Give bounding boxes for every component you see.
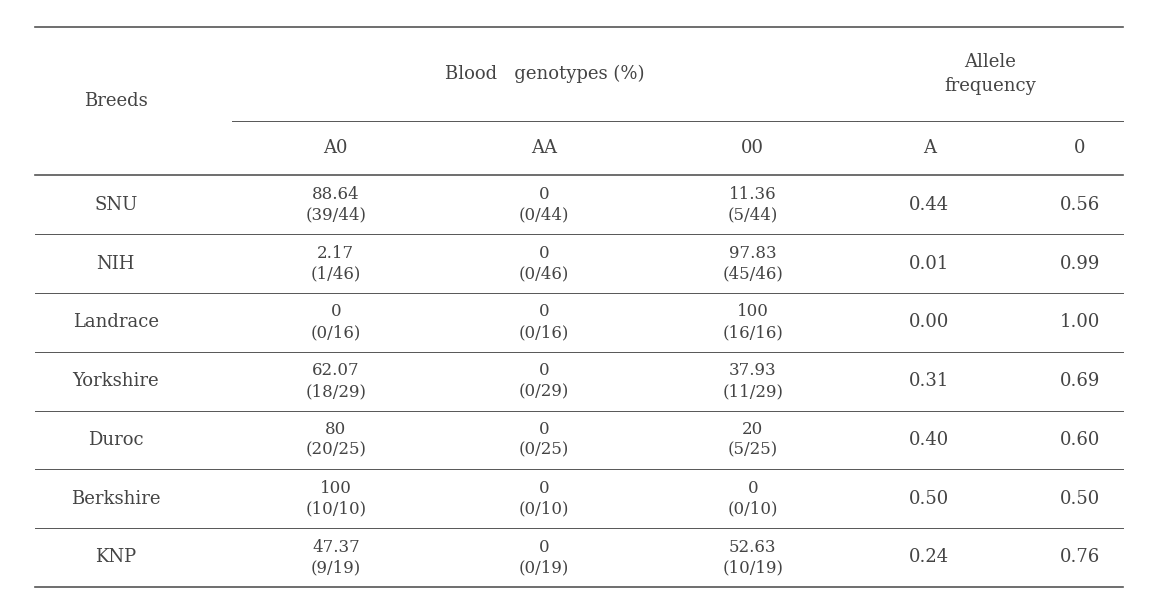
Text: 0
(0/19): 0 (0/19) <box>519 538 570 577</box>
Text: 0.69: 0.69 <box>1060 372 1100 390</box>
Text: Berkshire: Berkshire <box>71 489 161 508</box>
Text: 62.07
(18/29): 62.07 (18/29) <box>306 362 366 400</box>
Text: Blood   genotypes (%): Blood genotypes (%) <box>445 65 644 83</box>
Text: 52.63
(10/19): 52.63 (10/19) <box>723 538 783 577</box>
Text: 0.40: 0.40 <box>909 431 950 449</box>
Text: A: A <box>923 139 936 157</box>
Text: SNU: SNU <box>94 196 138 214</box>
Text: Yorkshire: Yorkshire <box>73 372 159 390</box>
Text: 0
(0/25): 0 (0/25) <box>519 421 570 459</box>
Text: 0: 0 <box>1075 139 1085 157</box>
Text: 0.50: 0.50 <box>909 489 950 508</box>
Text: 88.64
(39/44): 88.64 (39/44) <box>306 186 366 224</box>
Text: 11.36
(5/44): 11.36 (5/44) <box>727 186 778 224</box>
Text: 97.83
(45/46): 97.83 (45/46) <box>723 244 783 283</box>
Text: 1.00: 1.00 <box>1060 313 1100 332</box>
Text: 0
(0/16): 0 (0/16) <box>519 304 570 341</box>
Text: 0
(0/46): 0 (0/46) <box>519 244 570 283</box>
Text: NIH: NIH <box>96 255 135 273</box>
Text: 0.56: 0.56 <box>1060 196 1100 214</box>
Text: 0.76: 0.76 <box>1060 549 1100 566</box>
Text: 0.31: 0.31 <box>909 372 950 390</box>
Text: Landrace: Landrace <box>73 313 159 332</box>
Text: Breeds: Breeds <box>83 93 148 110</box>
Text: 0
(0/44): 0 (0/44) <box>519 186 570 224</box>
Text: 2.17
(1/46): 2.17 (1/46) <box>310 244 361 283</box>
Text: 0.01: 0.01 <box>909 255 950 273</box>
Text: 0.50: 0.50 <box>1060 489 1100 508</box>
Text: 0
(0/10): 0 (0/10) <box>727 480 778 518</box>
Text: 0.44: 0.44 <box>909 196 950 214</box>
Text: 0
(0/29): 0 (0/29) <box>519 362 570 400</box>
Text: Duroc: Duroc <box>88 431 144 449</box>
Text: AA: AA <box>532 139 557 157</box>
Text: 80
(20/25): 80 (20/25) <box>306 421 366 459</box>
Text: 37.93
(11/29): 37.93 (11/29) <box>723 362 783 400</box>
Text: 0.24: 0.24 <box>909 549 950 566</box>
Text: 0.99: 0.99 <box>1060 255 1100 273</box>
Text: 47.37
(9/19): 47.37 (9/19) <box>310 538 361 577</box>
Text: 0.00: 0.00 <box>909 313 950 332</box>
Text: A0: A0 <box>323 139 349 157</box>
Text: KNP: KNP <box>95 549 137 566</box>
Text: 00: 00 <box>741 139 764 157</box>
Text: 0
(0/10): 0 (0/10) <box>519 480 570 518</box>
Text: Allele
frequency: Allele frequency <box>944 53 1036 95</box>
Text: 20
(5/25): 20 (5/25) <box>727 421 778 459</box>
Text: 0.60: 0.60 <box>1060 431 1100 449</box>
Text: 0
(0/16): 0 (0/16) <box>310 304 361 341</box>
Text: 100
(10/10): 100 (10/10) <box>306 480 366 518</box>
Text: 100
(16/16): 100 (16/16) <box>723 304 783 341</box>
